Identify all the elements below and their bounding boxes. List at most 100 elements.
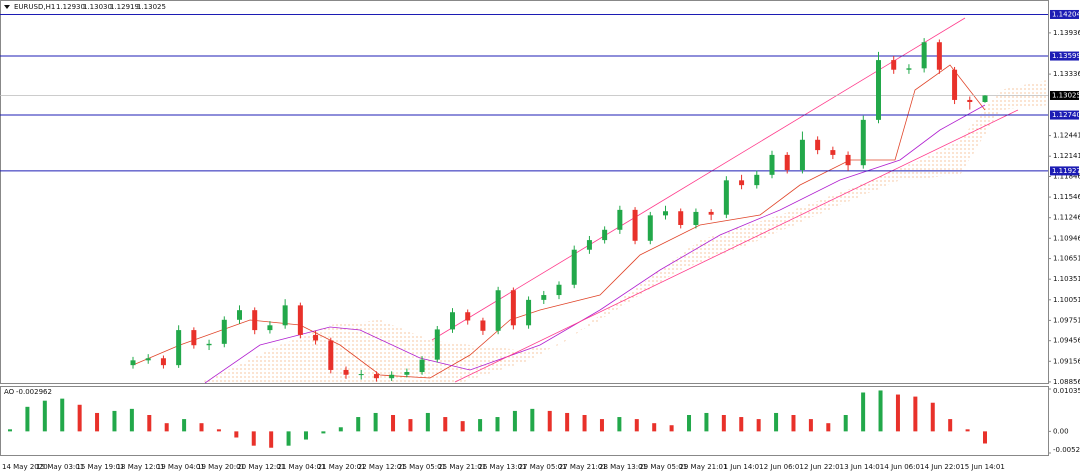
ao-bar (356, 417, 361, 432)
ao-bar (774, 412, 779, 432)
candle-body (313, 334, 319, 341)
x-tick-label: 29 May 05:01 (639, 463, 687, 471)
ao-bar (687, 415, 692, 432)
ao-bar (25, 406, 30, 432)
candle-body (678, 211, 684, 225)
x-tick-label: 22 May 12:01 (358, 463, 406, 471)
ao-bar (756, 419, 761, 432)
candle-body (647, 215, 653, 241)
x-tick-label: 3 Jun 14:01 (844, 463, 884, 471)
ao-bar (617, 417, 622, 432)
ao-bar (599, 419, 604, 432)
ao-bar (216, 429, 221, 432)
candle-body (160, 358, 166, 366)
ao-tick-label: 0.00 (1053, 427, 1069, 435)
candle-body (617, 209, 623, 230)
ao-bar (129, 408, 134, 432)
candle-body (936, 42, 942, 70)
y-tick-label: 1.11546 (1053, 193, 1080, 201)
y-tick-label: 1.13336 (1053, 70, 1080, 78)
ao-bar (965, 429, 970, 432)
candle-body (130, 360, 136, 366)
candle-body (982, 95, 988, 103)
candle-body (739, 180, 745, 186)
candle-body (860, 119, 866, 166)
ao-bar (739, 417, 744, 432)
candle-body (723, 180, 729, 215)
ao-bar (878, 390, 883, 432)
candle-body (571, 249, 577, 285)
ao-name: AO (4, 388, 15, 396)
candle-body (434, 329, 440, 360)
ao-bar (948, 419, 953, 432)
ao-bar (321, 431, 326, 434)
candle-body (784, 154, 790, 171)
y-tick-label: 1.08856 (1053, 378, 1080, 386)
x-tick-label: 21 May 20:01 (318, 463, 366, 471)
ao-bar (286, 431, 291, 446)
x-tick-label: 29 May 21:01 (679, 463, 727, 471)
x-tick-label: 27 May 05:01 (519, 463, 567, 471)
candle-body (480, 320, 486, 331)
ao-bar (861, 392, 866, 432)
ao-bar (234, 431, 239, 438)
ao-bar (930, 402, 935, 432)
candle-body (510, 290, 516, 326)
x-tick-label: 4 Jun 06:01 (884, 463, 924, 471)
candle-body (206, 343, 212, 346)
candle-body (663, 211, 668, 216)
slow-ma (204, 104, 986, 384)
candle-body (693, 211, 699, 225)
ao-bar (530, 408, 535, 432)
candle-body (906, 68, 912, 70)
candle-body (297, 305, 303, 335)
ao-bar (495, 417, 500, 432)
ao-bar (443, 417, 448, 432)
candle-body (176, 330, 182, 366)
current-price-label: 1.13025 (1052, 91, 1080, 99)
y-tick-label: 1.11246 (1053, 214, 1080, 222)
candle-body (541, 295, 547, 300)
candle-body (754, 174, 760, 186)
ao-bar (913, 396, 918, 432)
y-tick-label: 1.09751 (1053, 316, 1080, 324)
ao-bar (826, 423, 831, 432)
level-label: 1.14204 (1052, 10, 1080, 18)
y-tick-label: 1.13936 (1053, 29, 1080, 37)
y-tick-label: 1.09456 (1053, 337, 1080, 345)
menu-arrow[interactable] (4, 5, 10, 9)
x-tick-label: 2 Jun 06:01 (764, 463, 804, 471)
candle-body (769, 154, 775, 175)
ao-bar (460, 421, 465, 432)
y-tick-label: 1.12141 (1053, 152, 1080, 160)
candle-body (282, 305, 288, 326)
candle-body (373, 374, 379, 379)
level-label: 1.13599 (1052, 52, 1080, 60)
candle-body (830, 150, 836, 155)
ao-bar (408, 419, 413, 432)
candle-body (267, 325, 273, 331)
level-label-bg (1050, 166, 1079, 176)
y-tick-label: 1.10651 (1053, 255, 1080, 263)
x-tick-label: 19 May 04:01 (157, 463, 205, 471)
y-tick-label: 1.10946 (1053, 234, 1080, 242)
ao-bar (843, 415, 848, 432)
candle-body (145, 358, 151, 361)
level-label-bg (1050, 110, 1079, 120)
y-tick-label: 1.10351 (1053, 275, 1080, 283)
ao-bar (95, 412, 100, 432)
ao-bar (269, 431, 274, 448)
ao-bar (425, 412, 430, 432)
ao-bar (565, 412, 570, 432)
candle-body (252, 310, 258, 331)
candle-body (815, 139, 821, 151)
header-ohlc: 1.13025 (137, 3, 166, 11)
header-ohlc: 1.12930 (56, 3, 85, 11)
ao-bar (182, 419, 187, 432)
ao-bar (251, 431, 256, 446)
candle-body (419, 359, 425, 373)
ao-bar (164, 423, 169, 432)
symbol: EURUSD,H1 (14, 3, 55, 11)
ao-tick-label: 0.010356 (1053, 387, 1080, 395)
